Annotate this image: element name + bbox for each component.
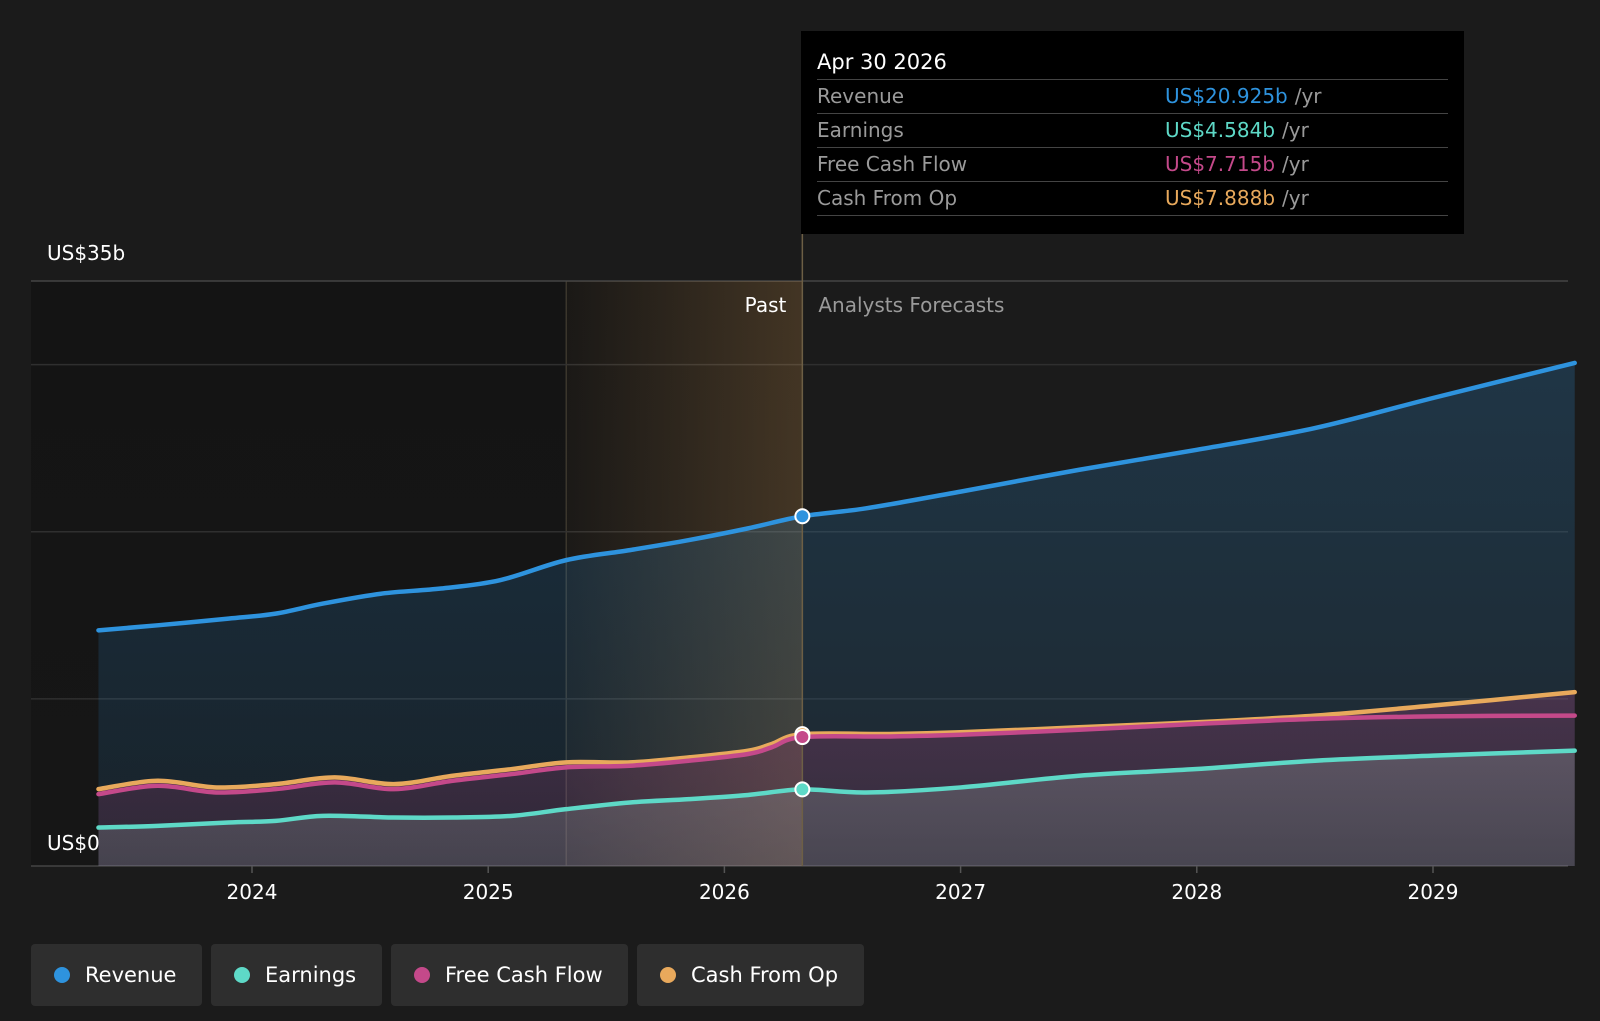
x-tick-label: 2026 <box>699 880 750 904</box>
tooltip-date: Apr 30 2026 <box>817 45 1448 80</box>
series-lines <box>96 360 1577 830</box>
tooltip-label: Revenue <box>817 84 905 108</box>
legend-label: Revenue <box>85 963 177 987</box>
legend-item-revenue[interactable]: Revenue <box>31 944 202 1006</box>
tooltip-value: US$7.888b <box>1165 186 1276 210</box>
line-revenue <box>96 360 1577 633</box>
tooltip-row-revenue: Revenue US$20.925b /yr <box>817 80 1448 114</box>
x-axis: 2024 2025 2026 2027 2028 2029 <box>227 866 1459 904</box>
y-axis-max-label: US$35b <box>47 241 125 265</box>
past-label: Past <box>745 293 787 317</box>
legend-label: Earnings <box>265 963 357 987</box>
tooltip-row-free-cash-flow: Free Cash Flow US$7.715b /yr <box>817 148 1448 182</box>
area-earnings <box>98 750 1575 866</box>
marker-free-cash-flow <box>794 729 811 746</box>
x-tick-label: 2024 <box>227 880 278 904</box>
revenue-dot-icon <box>54 967 70 983</box>
tooltip-row-earnings: Earnings US$4.584b /yr <box>817 114 1448 148</box>
x-tick-label: 2029 <box>1408 880 1459 904</box>
tooltip-label: Earnings <box>817 118 904 142</box>
tooltip-unit: /yr <box>1282 186 1309 210</box>
forecast-label: Analysts Forecasts <box>818 293 1004 317</box>
marker-earnings <box>794 781 811 798</box>
tooltip-row-cash-from-op: Cash From Op US$7.888b /yr <box>817 182 1448 216</box>
legend-label: Free Cash Flow <box>445 963 603 987</box>
tooltip-value: US$4.584b <box>1165 118 1276 142</box>
legend-label: Cash From Op <box>691 963 839 987</box>
y-axis-min-label: US$0 <box>47 831 100 855</box>
legend-item-earnings[interactable]: Earnings <box>211 944 382 1006</box>
series-areas <box>98 362 1575 866</box>
hover-markers <box>794 508 811 798</box>
line-free-cash-flow <box>96 713 1577 797</box>
x-tick-label: 2028 <box>1171 880 1222 904</box>
tooltip-unit: /yr <box>1294 84 1322 108</box>
tooltip-label: Cash From Op <box>817 186 958 210</box>
marker-revenue <box>794 508 811 525</box>
legend-item-cash-from-op[interactable]: Cash From Op <box>637 944 864 1006</box>
tooltip-value: US$20.925b <box>1165 84 1288 108</box>
line-earnings <box>96 748 1577 830</box>
cash-from-op-dot-icon <box>660 967 676 983</box>
x-tick-label: 2025 <box>463 880 514 904</box>
tooltip-value: US$7.715b <box>1165 152 1276 176</box>
free-cash-flow-dot-icon <box>414 967 430 983</box>
chart-legend: Revenue Earnings Free Cash Flow Cash Fro… <box>31 944 873 1006</box>
hover-tooltip: Apr 30 2026 Revenue US$20.925b /yr Earni… <box>801 31 1464 234</box>
tooltip-unit: /yr <box>1282 152 1309 176</box>
tooltip-label: Free Cash Flow <box>817 152 968 176</box>
tooltip-unit: /yr <box>1282 118 1309 142</box>
earnings-dot-icon <box>234 967 250 983</box>
x-tick-label: 2027 <box>935 880 986 904</box>
legend-item-free-cash-flow[interactable]: Free Cash Flow <box>391 944 628 1006</box>
